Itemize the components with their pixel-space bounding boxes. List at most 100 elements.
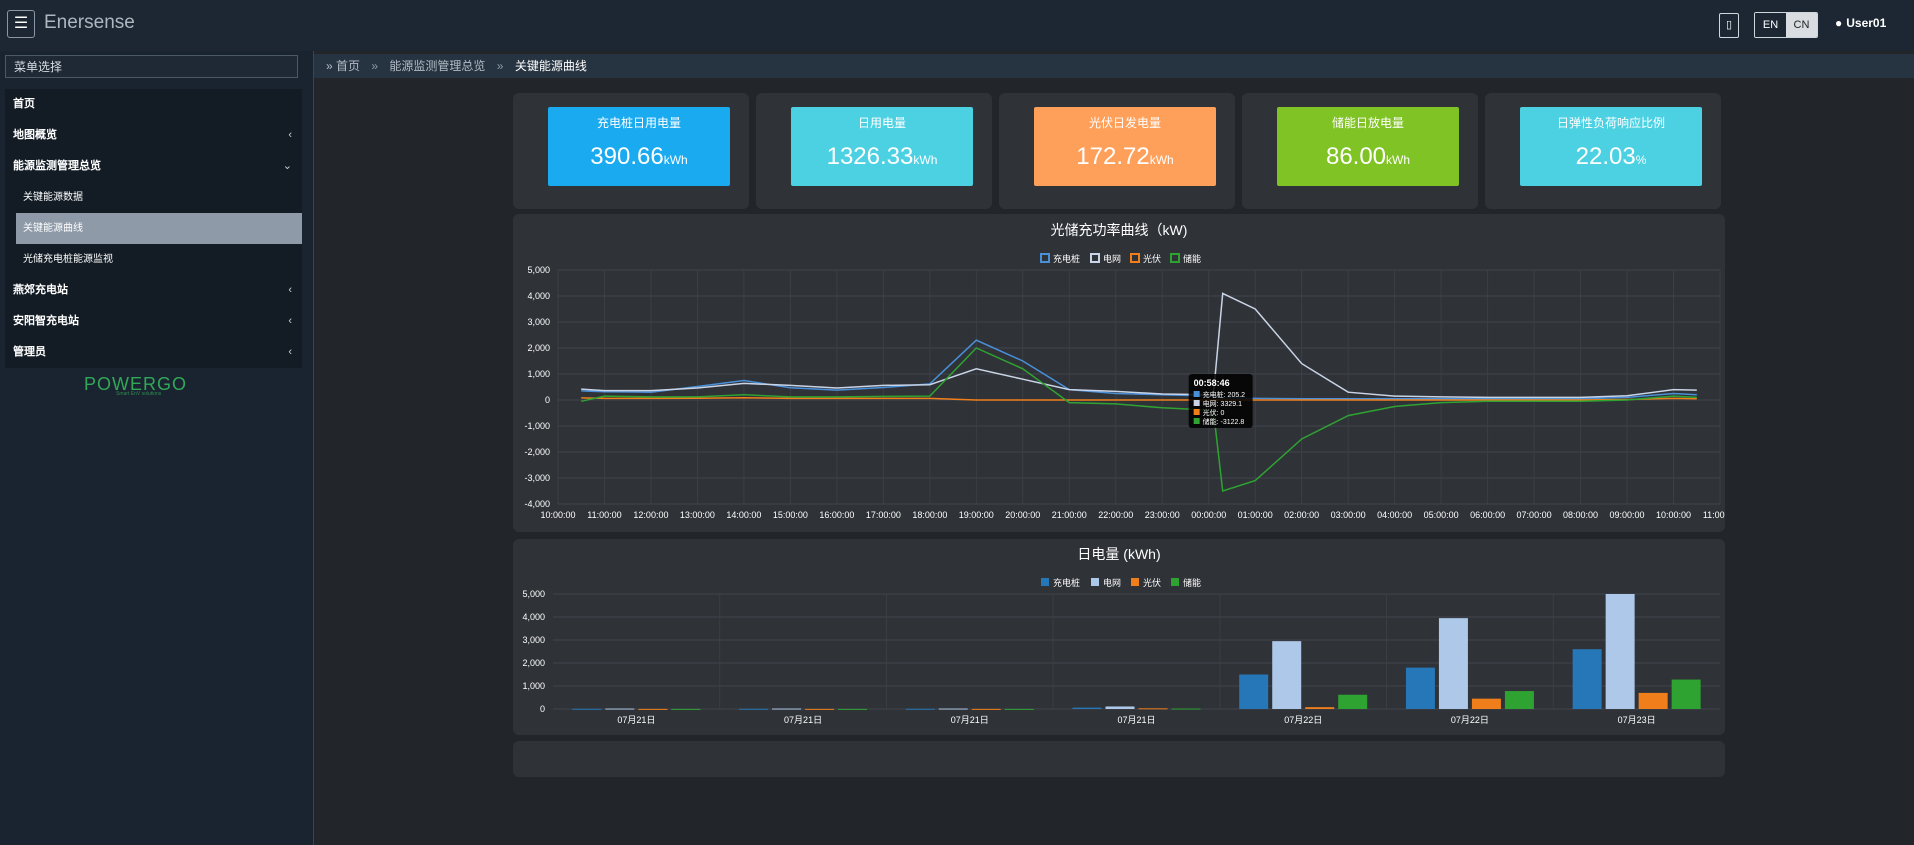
breadcrumb-sep: » xyxy=(371,59,379,73)
lang-en-button[interactable]: EN xyxy=(1755,13,1786,37)
y-tick-label: 3,000 xyxy=(527,317,550,327)
language-switch: EN CN xyxy=(1754,12,1818,38)
powergo-logo: POWERGO Smart EnV solutions xyxy=(84,374,187,397)
sidebar-item-label: 关键能源曲线 xyxy=(23,223,83,234)
bar-电网 xyxy=(938,708,968,710)
legend-swatch xyxy=(1090,253,1100,263)
sidebar-item-anyang[interactable]: 安阳智充电站 ‹ xyxy=(5,306,302,337)
breadcrumb-home[interactable]: 首页 xyxy=(336,59,361,73)
daily-energy-chart: 日电量 (kWh) 充电桩 电网 光伏 储能 5,000 4,000 3,000 2,000 1,… xyxy=(522,546,1720,725)
kpi-unit: kWh xyxy=(913,153,938,167)
legend-swatch xyxy=(1130,253,1140,263)
x-tick-label: 07月22日 xyxy=(1451,715,1489,725)
empty-panel xyxy=(513,741,1725,777)
legend-swatch xyxy=(1040,253,1050,263)
bar-电网 xyxy=(1272,641,1302,709)
y-tick-label: -3,000 xyxy=(524,473,550,483)
kpi-tile: 充电桩日用电量 390.66kWh xyxy=(548,107,730,186)
kpi-value: 22.03 xyxy=(1575,143,1636,170)
kpi-value: 1326.33 xyxy=(826,143,914,170)
x-tick-label: 17:00:00 xyxy=(866,510,901,520)
y-tick-label: -2,000 xyxy=(524,447,550,457)
sidebar-item-label: 首页 xyxy=(13,98,35,110)
x-tick-label: 07月21日 xyxy=(951,715,989,725)
legend-swatch xyxy=(1171,578,1179,586)
bar-充电桩 xyxy=(1072,707,1102,709)
x-tick-label: 07月21日 xyxy=(784,715,822,725)
kpi-tile: 日弹性负荷响应比例 22.03% xyxy=(1520,107,1702,186)
bar-光伏 xyxy=(638,708,668,710)
sidebar-item-map[interactable]: 地图概览 ‹ xyxy=(5,120,302,151)
x-tick-label: 13:00:00 xyxy=(680,510,715,520)
x-tick-label: 00:00:00 xyxy=(1191,510,1226,520)
user-menu[interactable]: ● User01 xyxy=(1835,16,1886,30)
sidebar-item-home[interactable]: 首页 xyxy=(5,89,302,120)
series-line-电网 xyxy=(581,292,1697,399)
mobile-icon[interactable]: ▯ xyxy=(1719,13,1739,38)
y-tick-label: -1,000 xyxy=(524,421,550,431)
sidebar-item-admin[interactable]: 管理员 ‹ xyxy=(5,337,302,368)
top-bar: ☰ Enersense ▯ EN CN ● User01 xyxy=(0,0,1914,51)
sidebar-item-yanjiao[interactable]: 燕郊充电站 ‹ xyxy=(5,275,302,306)
sidebar-item-key-curves[interactable]: 关键能源曲线 xyxy=(16,213,302,244)
chart-tooltip: 00:58:46 充电桩: 205.2电网: 3329.1光伏: 0储能: -31… xyxy=(1188,374,1253,428)
x-tick-label: 12:00:00 xyxy=(633,510,668,520)
tooltip-row: 光伏: 0 xyxy=(1203,408,1225,417)
kpi-tile: 储能日放电量 86.00kWh xyxy=(1277,107,1459,186)
sidebar-item-pv-monitor[interactable]: 光储充电桩能源监视 xyxy=(5,244,302,275)
y-tick-label: 4,000 xyxy=(527,291,550,301)
kpi-label: 日弹性负荷响应比例 xyxy=(1556,116,1665,130)
x-tick-label: 23:00:00 xyxy=(1145,510,1180,520)
bar-光伏 xyxy=(971,708,1001,710)
bar-充电桩 xyxy=(1405,667,1435,709)
chevron-left-icon: ‹ xyxy=(288,315,292,327)
y-tick-label: 0 xyxy=(540,704,545,714)
kpi-card-pv: 光伏日发电量 172.72kWh xyxy=(999,93,1235,209)
x-tick-label: 07月22日 xyxy=(1284,715,1322,725)
x-tick-label: 07:00:00 xyxy=(1517,510,1552,520)
y-tick-label: 5,000 xyxy=(527,265,550,275)
series-line-储能 xyxy=(581,347,1697,492)
kpi-tile: 光伏日发电量 172.72kWh xyxy=(1034,107,1216,186)
kpi-value: 86.00 xyxy=(1325,143,1387,170)
tooltip-row: 充电桩: 205.2 xyxy=(1203,390,1246,399)
legend-label: 充电桩 xyxy=(1053,577,1080,588)
menu-search-input[interactable]: 菜单选择 xyxy=(5,55,298,78)
x-tick-label: 20:00:00 xyxy=(1005,510,1040,520)
legend-swatch xyxy=(1170,253,1180,263)
x-tick-label: 03:00:00 xyxy=(1331,510,1366,520)
kpi-value-block: 390.66kWh xyxy=(548,143,730,171)
x-tick-label: 08:00:00 xyxy=(1563,510,1598,520)
kpi-value-block: 1326.33kWh xyxy=(791,143,973,171)
tooltip-box xyxy=(1188,374,1253,428)
y-tick-label: 1,000 xyxy=(527,369,550,379)
y-tick-label: -4,000 xyxy=(524,499,550,509)
daily-energy-panel: 日电量 (kWh) 充电桩 电网 光伏 储能 5,000 4,000 3,000 2,000 1,… xyxy=(513,539,1725,735)
lang-cn-button[interactable]: CN xyxy=(1786,13,1817,37)
x-tick-label: 04:00:00 xyxy=(1377,510,1412,520)
x-tick-label: 16:00:00 xyxy=(819,510,854,520)
kpi-tile: 日用电量 1326.33kWh xyxy=(791,107,973,186)
y-tick-label: 2,000 xyxy=(527,343,550,353)
kpi-card-flex-load: 日弹性负荷响应比例 22.03% xyxy=(1485,93,1721,209)
y-tick-label: 5,000 xyxy=(522,589,545,599)
kpi-value-block: 22.03% xyxy=(1520,143,1702,171)
sidebar-item-key-data[interactable]: 关键能源数据 xyxy=(5,182,302,213)
x-tick-label: 09:00:00 xyxy=(1610,510,1645,520)
bar-充电桩 xyxy=(1572,649,1602,709)
bar-储能 xyxy=(1004,708,1034,710)
bar-储能 xyxy=(671,708,701,710)
user-icon: ● xyxy=(1835,16,1843,30)
x-tick-label: 07月21日 xyxy=(1117,715,1155,725)
kpi-unit: kWh xyxy=(663,153,688,167)
x-tick-label: 02:00:00 xyxy=(1284,510,1319,520)
legend-swatch xyxy=(1091,578,1099,586)
kpi-card-charger: 充电桩日用电量 390.66kWh xyxy=(513,93,749,209)
hamburger-icon[interactable]: ☰ xyxy=(7,10,35,38)
bar-充电桩 xyxy=(1239,674,1269,709)
bar-电网 xyxy=(772,708,802,710)
sidebar-item-energy-overview[interactable]: 能源监测管理总览 ⌄ xyxy=(5,151,302,182)
x-tick-label: 10:00:00 xyxy=(540,510,575,520)
legend-swatch xyxy=(1131,578,1139,586)
breadcrumb-parent[interactable]: 能源监测管理总览 xyxy=(389,59,486,73)
